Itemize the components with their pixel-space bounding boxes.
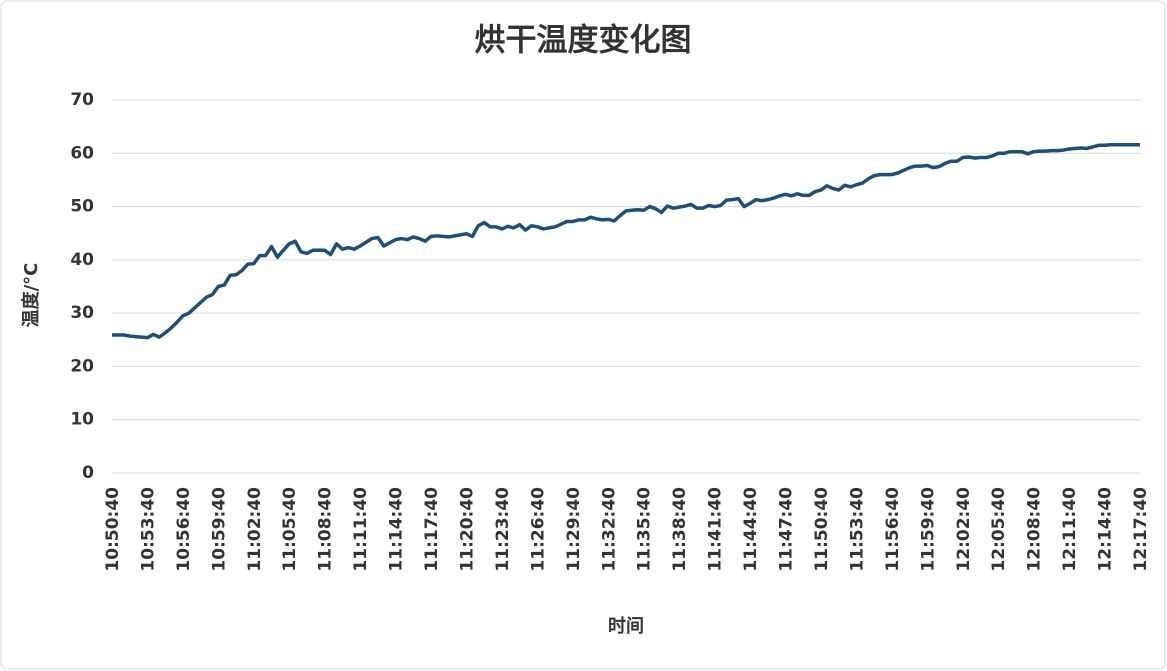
x-tick-label: 10:56:40 — [174, 487, 194, 572]
x-tick-label: 11:14:40 — [387, 487, 407, 572]
x-tick-label: 11:11:40 — [351, 487, 371, 572]
x-tick-label: 11:41:40 — [706, 487, 726, 572]
x-tick-label: 11:02:40 — [245, 487, 265, 572]
x-tick-label: 12:02:40 — [954, 487, 974, 572]
x-tick-label: 12:11:40 — [1060, 487, 1080, 572]
x-tick-label: 11:56:40 — [883, 487, 903, 572]
y-tick-label: 20 — [70, 356, 94, 376]
x-tick-label: 10:50:40 — [103, 487, 123, 572]
x-tick-label: 11:29:40 — [564, 487, 584, 572]
x-axis-label: 时间 — [608, 616, 644, 637]
x-tick-label: 12:05:40 — [989, 487, 1009, 572]
y-tick-label: 40 — [70, 250, 94, 270]
x-tick-label: 12:08:40 — [1025, 487, 1045, 572]
y-axis-label: 温度/°C — [20, 263, 42, 328]
x-tick-label: 11:47:40 — [777, 487, 797, 572]
x-tick-label: 11:17:40 — [422, 487, 442, 572]
x-tick-label: 11:50:40 — [812, 487, 832, 572]
x-tick-label: 11:53:40 — [847, 487, 867, 572]
x-tick-label: 10:53:40 — [138, 487, 158, 572]
y-tick-label: 30 — [70, 303, 94, 323]
x-tick-label: 11:35:40 — [635, 487, 655, 572]
y-tick-label: 70 — [70, 90, 94, 110]
x-tick-label: 11:20:40 — [457, 487, 477, 572]
x-tick-label: 10:59:40 — [209, 487, 229, 572]
x-tick-label: 11:26:40 — [528, 487, 548, 572]
x-tick-label: 11:32:40 — [599, 487, 619, 572]
x-tick-label: 11:59:40 — [918, 487, 938, 572]
y-tick-label: 0 — [82, 463, 94, 483]
x-tick-label: 12:14:40 — [1096, 487, 1116, 572]
x-tick-label: 11:38:40 — [670, 487, 690, 572]
data-line — [112, 143, 1140, 340]
x-tick-label: 11:23:40 — [493, 487, 513, 572]
y-tick-label: 10 — [70, 410, 94, 430]
chart-title: 烘干温度变化图 — [475, 23, 692, 59]
x-tick-label: 11:44:40 — [741, 487, 761, 572]
y-tick-label: 60 — [70, 143, 94, 163]
x-tick-label: 12:17:40 — [1131, 487, 1151, 572]
x-tick-label: 11:08:40 — [316, 487, 336, 572]
x-tick-label: 11:05:40 — [280, 487, 300, 572]
y-tick-label: 50 — [70, 197, 94, 217]
